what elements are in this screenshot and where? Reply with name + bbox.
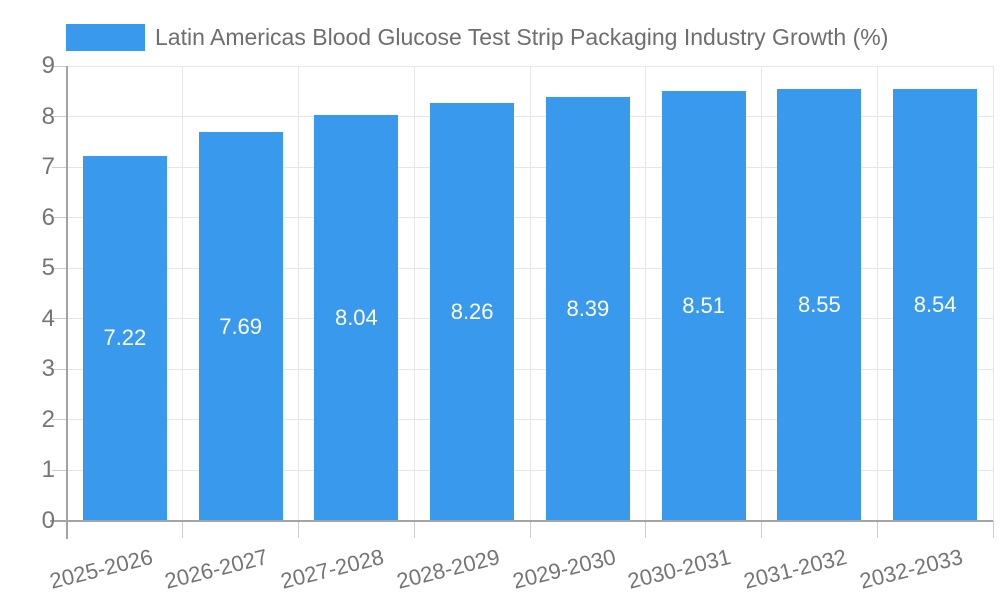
x-axis-label: 2032-2033 <box>857 544 966 594</box>
x-axis-label: 2026-2027 <box>162 544 271 594</box>
x-axis-label: 2028-2029 <box>394 544 503 594</box>
y-tick <box>52 166 67 168</box>
y-axis-label: 6 <box>41 203 55 231</box>
y-tick <box>52 116 67 118</box>
bar[interactable]: 8.39 <box>545 96 630 521</box>
y-axis-label: 3 <box>41 355 55 383</box>
y-axis-label: 4 <box>41 304 55 332</box>
y-axis-label: 2 <box>41 405 55 433</box>
bar-value-label: 8.26 <box>450 299 494 325</box>
bar-value-label: 8.55 <box>797 291 841 317</box>
bar-value-label: 7.22 <box>103 325 147 351</box>
y-axis-label: 9 <box>41 52 55 79</box>
x-tick <box>761 521 762 538</box>
y-axis-label: 7 <box>41 153 55 181</box>
bar[interactable]: 8.51 <box>661 90 746 521</box>
y-tick <box>52 368 67 370</box>
bar-value-label: 7.69 <box>219 313 263 339</box>
bar[interactable]: 8.54 <box>893 89 978 521</box>
x-axis-label: 2031-2032 <box>741 544 850 594</box>
gridline-vertical <box>761 66 762 521</box>
legend-swatch-icon <box>66 24 145 51</box>
x-axis-label: 2027-2028 <box>278 544 387 594</box>
bar-value-label: 8.04 <box>334 304 378 330</box>
y-axis-line <box>66 66 68 539</box>
gridline-vertical <box>298 66 299 521</box>
y-tick <box>52 267 67 269</box>
y-tick <box>52 217 67 219</box>
y-tick <box>52 469 67 471</box>
y-tick <box>52 318 67 320</box>
x-axis-label: 2025-2026 <box>46 544 155 594</box>
x-tick <box>413 521 415 538</box>
legend-label: Latin Americas Blood Glucose Test Strip … <box>155 24 889 50</box>
x-tick <box>182 521 184 538</box>
gridline-vertical <box>413 66 415 521</box>
x-tick <box>529 521 531 538</box>
y-tick <box>52 419 67 421</box>
y-axis-label: 5 <box>41 254 55 282</box>
bar[interactable]: 8.26 <box>430 103 515 521</box>
bar[interactable]: 8.55 <box>777 88 862 521</box>
bar-value-label: 8.39 <box>566 295 610 321</box>
x-tick <box>298 521 299 538</box>
gridline-vertical <box>645 66 647 521</box>
y-axis-label: 1 <box>41 456 55 484</box>
gridline-vertical <box>529 66 531 521</box>
bar[interactable]: 7.22 <box>82 155 167 521</box>
y-tick <box>52 65 67 67</box>
x-tick <box>992 521 994 538</box>
gridline-vertical <box>876 66 878 521</box>
x-axis-line <box>50 520 993 522</box>
gridline-vertical <box>992 66 994 521</box>
bar-value-label: 8.54 <box>913 292 957 318</box>
x-tick <box>645 521 647 538</box>
x-axis-label: 2029-2030 <box>509 544 618 594</box>
y-axis-label: 8 <box>41 102 55 130</box>
gridline-vertical <box>182 66 184 521</box>
bar[interactable]: 8.04 <box>314 114 399 521</box>
y-axis-label: 0 <box>41 507 55 534</box>
x-tick <box>876 521 878 538</box>
bar[interactable]: 7.69 <box>198 132 283 521</box>
x-axis-label: 2030-2031 <box>625 544 734 594</box>
bar-value-label: 8.51 <box>682 292 726 318</box>
